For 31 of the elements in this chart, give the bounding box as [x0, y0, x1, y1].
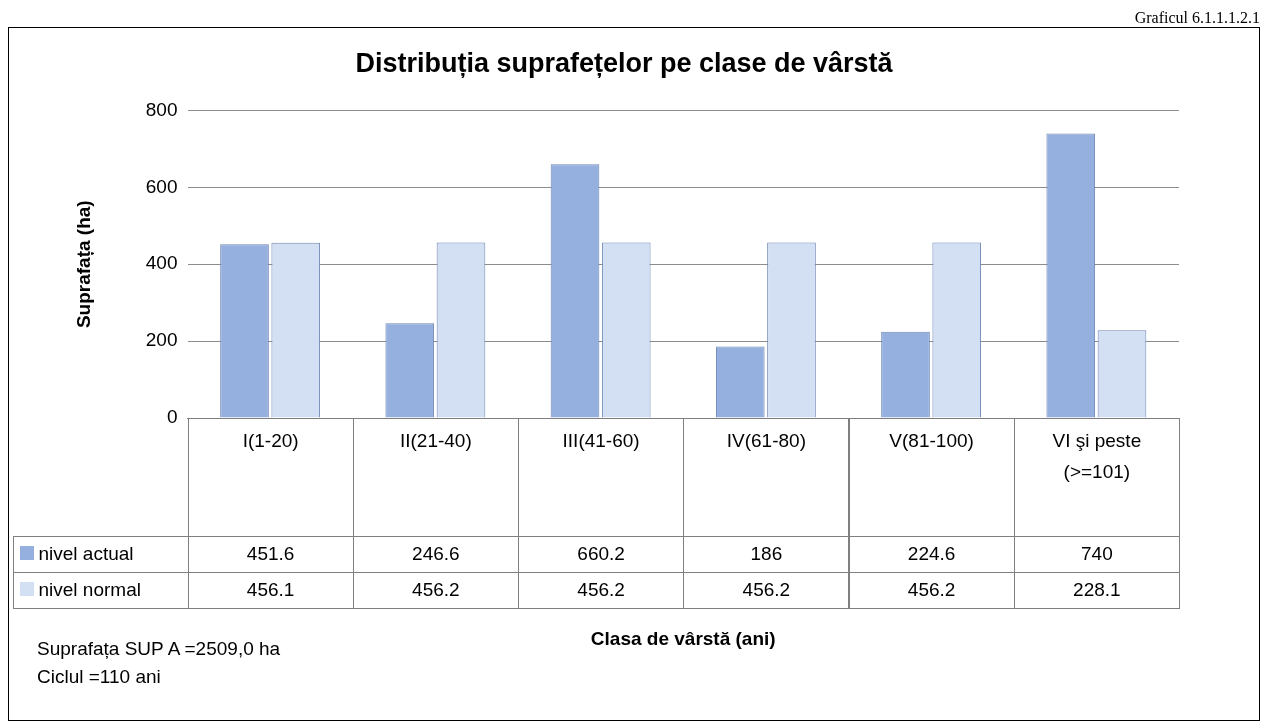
text: Ciclul =110 ani — [37, 666, 161, 688]
x-tick-label: III(41-60) — [518, 418, 685, 537]
x-tick-label: IV(61-80) — [683, 418, 850, 537]
text: Suprafața SUP A =2509,0 ha — [37, 638, 281, 660]
data-label: 246.6 — [352, 536, 519, 573]
data-label: 228.1 — [1013, 572, 1180, 609]
data-label: 740 — [1013, 536, 1180, 573]
chart-title: Distribuția suprafețelor pe clase de vârstă — [355, 47, 894, 78]
data-label: 660.2 — [518, 536, 685, 573]
text: Graficul 6.1.1.1.2.1 — [1133, 8, 1260, 27]
data-label: 451.6 — [187, 536, 354, 573]
y-tick-label: 200 — [145, 329, 178, 351]
legend-label: nivel normal — [12, 572, 189, 609]
y-tick-label: 800 — [145, 98, 178, 120]
y-tick-label: 400 — [145, 252, 178, 274]
text: Clasa de vârstă (ani) — [590, 628, 776, 649]
data-label: 456.2 — [848, 572, 1015, 609]
y-tick-label: 600 — [145, 175, 178, 197]
data-label: 456.2 — [683, 572, 850, 609]
x-tick-label: V(81-100) — [848, 418, 1015, 537]
x-tick-label: I(1-20) — [187, 418, 354, 537]
data-label: 456.1 — [187, 572, 354, 609]
y-tick-label: 0 — [166, 406, 178, 428]
data-label: 224.6 — [848, 536, 1015, 573]
data-label: 186 — [683, 536, 850, 573]
data-label: 456.2 — [518, 572, 685, 609]
data-label: 456.2 — [352, 572, 519, 609]
legend-label: nivel actual — [12, 536, 189, 573]
x-tick-label: VI şi peste (>=101) — [1013, 418, 1180, 537]
y-axis-title: Suprafața (ha) — [72, 200, 94, 329]
x-tick-label: II(21-40) — [352, 418, 519, 537]
